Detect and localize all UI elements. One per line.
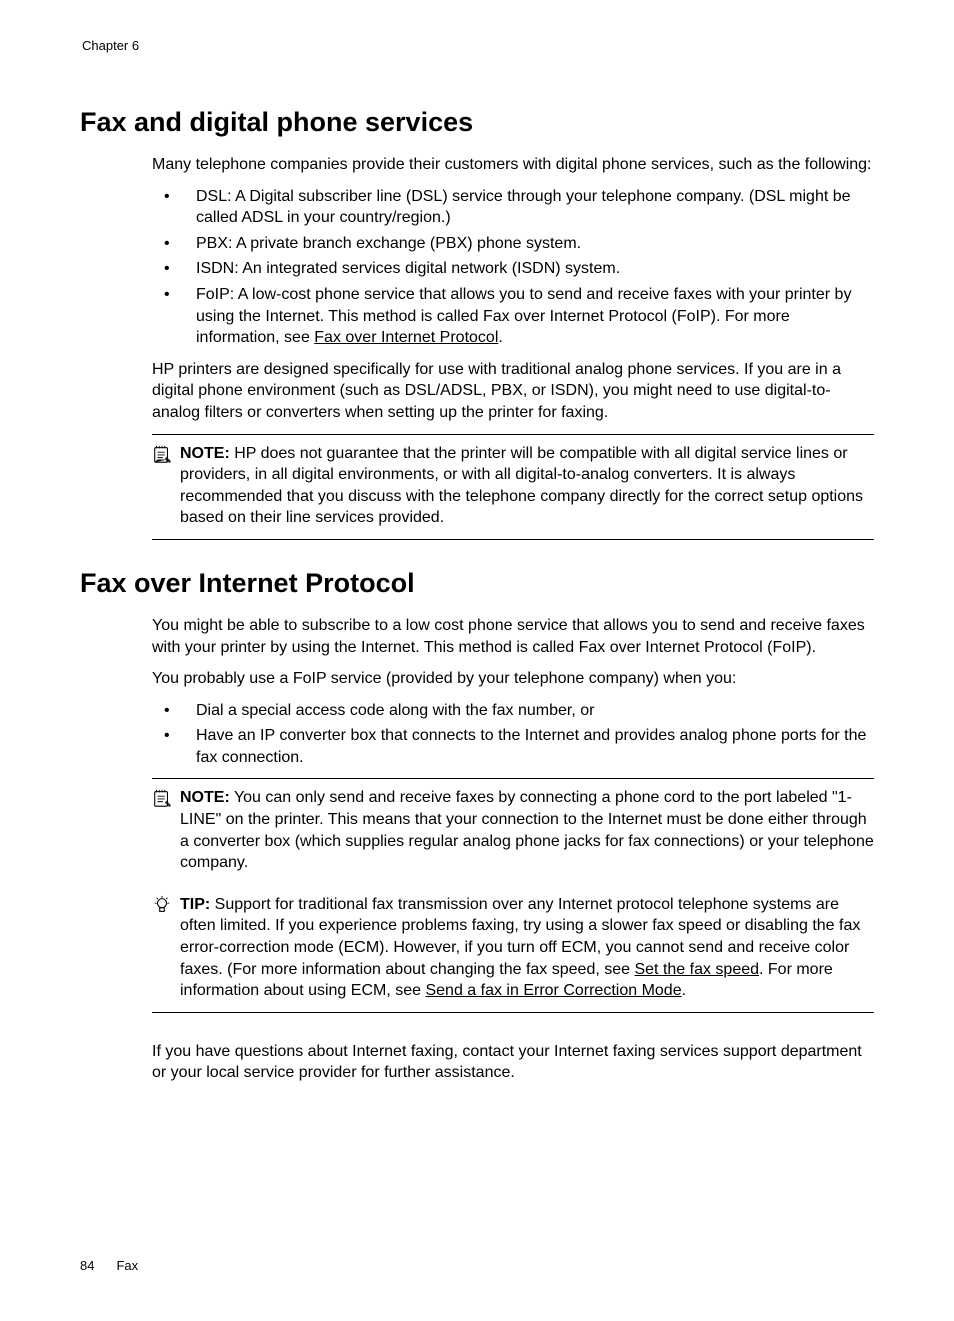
list-item: PBX: A private branch exchange (PBX) pho… [152,233,874,255]
note-icon [152,444,174,464]
tip-text-post: . [682,982,686,999]
section-title-foip: Fax over Internet Protocol [80,568,874,599]
list-item: FoIP: A low-cost phone service that allo… [152,284,874,349]
note-callout: NOTE: You can only send and receive faxe… [152,778,874,885]
section-title-fax-digital: Fax and digital phone services [80,107,874,138]
section2-closing: If you have questions about Internet fax… [152,1041,874,1084]
section1-content: Many telephone companies provide their c… [152,154,874,424]
tip-label: TIP: [180,896,210,913]
note-text: HP does not guarantee that the printer w… [180,445,863,527]
note-text: You can only send and receive faxes by c… [180,789,874,871]
footer-section: Fax [116,1258,138,1273]
note-label: NOTE: [180,789,230,806]
section2-closing-block: If you have questions about Internet fax… [152,1041,874,1084]
list-item: Dial a special access code along with th… [152,700,874,722]
link-foip[interactable]: Fax over Internet Protocol [314,329,498,346]
list-item: ISDN: An integrated services digital net… [152,258,874,280]
note-label: NOTE: [180,445,230,462]
section2-intro: You might be able to subscribe to a low … [152,615,874,658]
section2-content: You might be able to subscribe to a low … [152,615,874,769]
page-number: 84 [80,1258,94,1273]
section1-para: HP printers are designed specifically fo… [152,359,874,424]
list-item-text-post: . [498,329,502,346]
page-footer: 84 Fax [80,1258,138,1273]
tip-body: TIP: Support for traditional fax transmi… [152,894,874,1002]
list-item-text: FoIP: A low-cost phone service that allo… [196,286,851,346]
tip-icon [152,895,174,915]
link-ecm[interactable]: Send a fax in Error Correction Mode [425,982,681,999]
tip-callout: TIP: Support for traditional fax transmi… [152,886,874,1013]
note-body: NOTE: You can only send and receive faxe… [152,787,874,873]
section2-callouts: NOTE: You can only send and receive faxe… [152,778,874,1012]
section1-intro: Many telephone companies provide their c… [152,154,874,176]
page: Chapter 6 Fax and digital phone services… [0,0,954,1321]
chapter-header: Chapter 6 [82,38,874,53]
section2-bullets: Dial a special access code along with th… [152,700,874,769]
section2-line2: You probably use a FoIP service (provide… [152,668,874,690]
note-callout: NOTE: HP does not guarantee that the pri… [152,434,874,540]
section1-bullets: DSL: A Digital subscriber line (DSL) ser… [152,186,874,349]
list-item: Have an IP converter box that connects t… [152,725,874,768]
note-body: NOTE: HP does not guarantee that the pri… [152,443,874,529]
note-icon [152,788,174,808]
section1-note-wrap: NOTE: HP does not guarantee that the pri… [152,434,874,540]
list-item: DSL: A Digital subscriber line (DSL) ser… [152,186,874,229]
link-set-fax-speed[interactable]: Set the fax speed [634,961,759,978]
